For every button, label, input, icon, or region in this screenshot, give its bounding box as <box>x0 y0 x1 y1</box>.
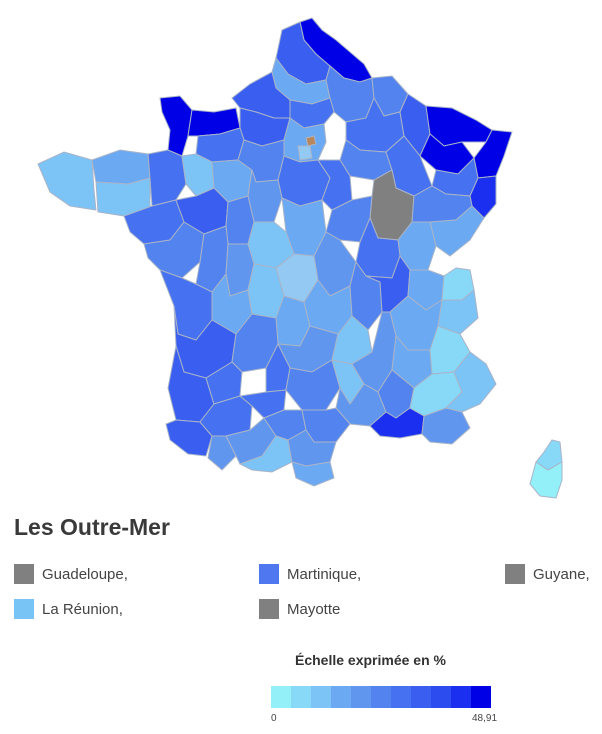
legend-item-la-reunion[interactable]: La Réunion, <box>14 599 123 619</box>
legend-label-la-reunion: La Réunion, <box>42 600 123 618</box>
legend-item-guadeloupe[interactable]: Guadeloupe, <box>14 564 128 584</box>
color-scale-bar <box>271 686 491 708</box>
department-alpes-maritimes[interactable] <box>445 351 497 413</box>
department-manche[interactable] <box>159 95 193 157</box>
legend-label-guadeloupe: Guadeloupe, <box>42 565 128 583</box>
scale-cell <box>291 686 311 708</box>
scale-cell <box>411 686 431 708</box>
scale-cell <box>331 686 351 708</box>
legend-label-guyane: Guyane, <box>533 565 590 583</box>
france-map <box>37 17 563 499</box>
department-essonne[interactable] <box>297 145 313 161</box>
france-map-svg <box>37 17 563 499</box>
scale-title: Échelle exprimée en % <box>295 652 446 668</box>
scale-cell <box>271 686 291 708</box>
department-aveyron[interactable] <box>285 359 341 411</box>
swatch-guadeloupe <box>14 564 34 584</box>
scale-cell <box>391 686 411 708</box>
legend-item-mayotte[interactable]: Mayotte <box>259 599 340 619</box>
department-finistere[interactable] <box>37 151 97 211</box>
swatch-guyane <box>505 564 525 584</box>
department-lot-et-garonne[interactable] <box>205 361 243 405</box>
legend-label-martinique: Martinique, <box>287 565 362 583</box>
swatch-la-reunion <box>14 599 34 619</box>
scale-cell <box>451 686 471 708</box>
scale-cell <box>371 686 391 708</box>
department-pyrenees-orientales[interactable] <box>291 461 335 487</box>
department-cotes-d-armor[interactable] <box>91 149 151 185</box>
department-pyrenees-atlantiques[interactable] <box>165 419 213 457</box>
legend-label-mayotte: Mayotte <box>287 600 341 618</box>
department-ille-et-vilaine[interactable] <box>147 149 187 207</box>
outre-mer-title: Les Outre-Mer <box>14 514 170 540</box>
swatch-mayotte <box>259 599 279 619</box>
department-doubs[interactable] <box>429 205 485 257</box>
scale-min-label: 0 <box>271 713 277 724</box>
scale-cell <box>471 686 491 708</box>
department-paris[interactable] <box>305 135 317 147</box>
scale-cell <box>311 686 331 708</box>
scale-cell <box>351 686 371 708</box>
swatch-martinique <box>259 564 279 584</box>
department-corse-du-sud[interactable] <box>529 461 563 499</box>
legend-item-guyane[interactable]: Guyane, <box>505 564 590 584</box>
scale-cell <box>431 686 451 708</box>
legend-item-martinique[interactable]: Martinique, <box>259 564 361 584</box>
scale-max-label: 48,91 <box>472 713 498 724</box>
department-hautes-pyrenees[interactable] <box>207 435 237 471</box>
